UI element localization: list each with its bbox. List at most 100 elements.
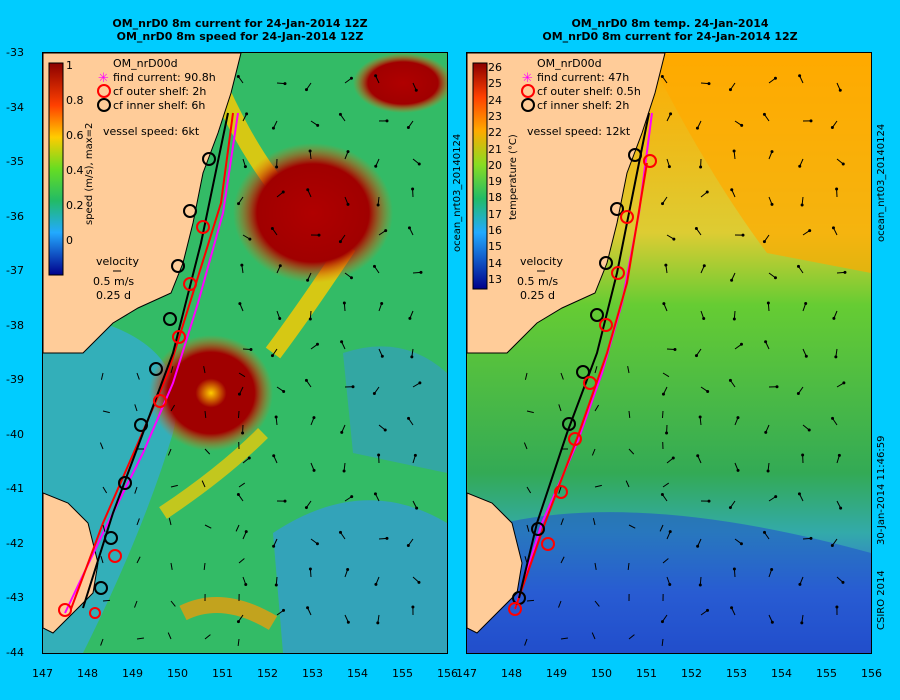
velocity-arrow-head (775, 385, 779, 389)
velocity-arrow-head (272, 544, 276, 548)
velocity-arrow-head (774, 495, 778, 499)
x-tick-label: 150 (167, 667, 188, 680)
velocity-arrow-head (306, 188, 310, 192)
velocity-arrow (659, 524, 664, 532)
velocity-arrow-head (694, 354, 698, 358)
velocity-arrow-head (236, 74, 240, 78)
velocity-arrow (560, 372, 564, 380)
velocity-arrow-head (764, 340, 768, 344)
right-velocity-scale: velocity 0.5 m/s 0.25 d (517, 255, 563, 302)
legend-inner-shelf: cf inner shelf: 6h (113, 99, 205, 112)
velocity-arrow (560, 556, 565, 564)
velocity-arrow (661, 638, 664, 647)
velocity-arrow-head (312, 468, 316, 472)
x-tick-label: 156 (861, 667, 882, 680)
y-tick-label: -40 (6, 427, 24, 441)
x-tick-label: 152 (257, 667, 278, 680)
velocity-arrow (167, 448, 172, 456)
right-temp-map[interactable]: OM_nrD00d ✳ find current: 47h cf outer s… (466, 52, 872, 654)
left-title: OM_nrD0 8m current for 24-Jan-2014 12Z O… (60, 17, 420, 43)
velocity-arrow-head (730, 278, 734, 282)
velocity-arrow (627, 366, 630, 374)
velocity-arrow-head (249, 348, 253, 352)
velocity-arrow-head (408, 316, 412, 320)
velocity-arrow-head (315, 542, 319, 546)
velocity-arrow-head (340, 340, 344, 344)
y-tick-label: -36 (6, 209, 24, 223)
velocity-scale-days: 0.25 d (520, 289, 555, 302)
velocity-arrow-head (762, 530, 766, 534)
velocity-arrow-head (351, 385, 355, 389)
velocity-arrow (204, 634, 211, 640)
velocity-arrow (204, 448, 211, 455)
colorbar-tick: 0.2 (66, 199, 84, 212)
velocity-arrow-head (661, 202, 665, 206)
velocity-arrow (235, 524, 240, 532)
velocity-arrow-head (831, 416, 835, 420)
velocity-arrow-head (706, 608, 710, 612)
velocity-arrow-head (306, 278, 310, 282)
y-tick-label: -35 (6, 155, 24, 168)
velocity-arrow-head (707, 499, 711, 503)
velocity-arrow (625, 480, 630, 488)
velocity-arrow-head (835, 605, 839, 609)
y-tick-label: -39 (6, 373, 24, 386)
velocity-arrow-head (350, 495, 354, 499)
velocity-title: velocity (96, 255, 139, 268)
velocity-arrow-head (800, 203, 804, 207)
temperature-colorbar (472, 62, 488, 290)
x-tick-label: 153 (726, 667, 747, 680)
velocity-arrow-head (413, 453, 417, 457)
velocity-arrow-head (667, 165, 671, 169)
velocity-arrow (168, 518, 172, 526)
velocity-arrow (591, 448, 596, 456)
vessel-speed-label: vessel speed: 6kt (103, 125, 200, 138)
velocity-arrow-head (736, 416, 740, 420)
x-tick-label: 149 (122, 667, 143, 680)
colorbar-tick: 0.4 (66, 164, 84, 177)
velocity-arrow-head (274, 415, 278, 419)
velocity-arrow-head (801, 453, 805, 457)
velocity-arrow (594, 484, 602, 488)
velocity-arrow (170, 600, 176, 607)
velocity-arrow-head (282, 389, 286, 393)
velocity-arrow-head (732, 567, 736, 571)
velocity-arrow (524, 372, 528, 380)
x-tick-label: 152 (681, 667, 702, 680)
velocity-arrows (523, 74, 847, 647)
eddy (149, 335, 273, 451)
velocity-arrow-head (240, 263, 244, 267)
velocity-arrow-head (702, 317, 706, 321)
velocity-arrow (238, 482, 246, 488)
velocity-arrow-head (283, 82, 287, 86)
velocity-arrow-head (272, 454, 276, 458)
velocity-arrow-head (312, 416, 316, 420)
velocity-arrow-head (316, 123, 320, 127)
velocity-arrow-head (380, 301, 384, 305)
velocity-arrow (662, 372, 670, 378)
velocity-scale-speed: 0.5 m/s (517, 275, 558, 288)
velocity-arrow-head (385, 119, 389, 123)
velocity-arrow-head (407, 226, 411, 230)
y-tick-label: -42 (6, 536, 24, 550)
velocity-arrow-head (317, 233, 321, 237)
side-label-right-top: ocean_nrt03_20140124 (876, 123, 887, 242)
velocity-arrow (558, 600, 562, 608)
velocity-arrow-head (346, 567, 350, 571)
velocity-arrow-head (668, 583, 672, 587)
velocity-arrow-head (797, 492, 801, 496)
x-tick-label: 149 (546, 667, 567, 680)
colorbar-tick: 17 (488, 207, 502, 221)
right-colorbar-label: temperature (°C) (508, 134, 519, 220)
velocity-arrow-head (304, 378, 308, 382)
velocity-arrow-head (662, 302, 666, 306)
velocity-arrow (170, 366, 174, 374)
colorbar-tick: 22 (488, 126, 502, 140)
y-tick-label: -38 (6, 318, 24, 332)
left-speed-map[interactable]: OM_nrD00d ✳ find current: 90.8h cf outer… (42, 52, 448, 654)
velocity-arrow (524, 638, 528, 646)
velocity-arrow-head (374, 164, 378, 168)
velocity-arrow-head (807, 428, 811, 432)
velocity-arrow-head (800, 621, 804, 625)
velocity-arrow (594, 404, 600, 412)
